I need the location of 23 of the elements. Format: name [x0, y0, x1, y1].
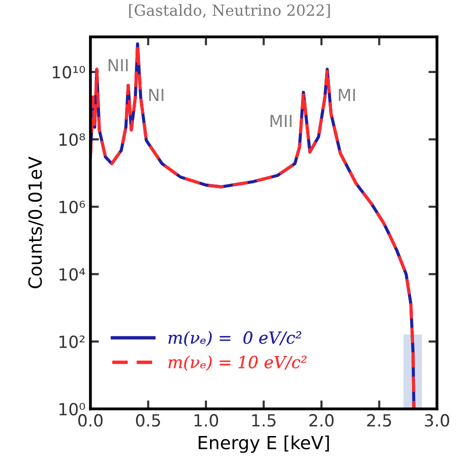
y-tick-label: 10⁰	[60, 402, 85, 416]
text: [Gastaldo, Neutrino 2022]	[129, 4, 330, 18]
x-tick-label: 0.5	[136, 414, 160, 427]
y-tick-label: 10¹⁰	[52, 66, 85, 79]
y-tick-label: 10²	[60, 335, 85, 348]
y-tick-label: 10⁴	[60, 268, 86, 281]
x-tick-label: 2.5	[367, 414, 392, 427]
annotation: MI	[338, 88, 355, 102]
annotation: NII	[108, 59, 128, 72]
y-tick-label: 10⁶	[60, 200, 86, 214]
y-tick-label: 10⁸	[60, 133, 85, 146]
x-tick-label: 2.0	[309, 414, 334, 427]
x-tick-label: 0.0	[78, 414, 103, 427]
annotation: NI	[149, 88, 164, 102]
y-axis-title: Counts/0.01eV	[28, 156, 44, 288]
x-tick-label: 3.0	[424, 414, 450, 427]
x-tick-label: 1.0	[194, 414, 218, 427]
line-series	[90, 42, 416, 409]
legend-label: m(νₑ) = 10 eV/c²	[168, 355, 307, 371]
legend-label: m(νₑ) = 0 eV/c²	[168, 330, 302, 346]
annotation: MII	[270, 114, 292, 128]
x-tick-label: 1.5	[252, 414, 276, 427]
x-axis-title: Energy E [keV]	[198, 435, 329, 453]
